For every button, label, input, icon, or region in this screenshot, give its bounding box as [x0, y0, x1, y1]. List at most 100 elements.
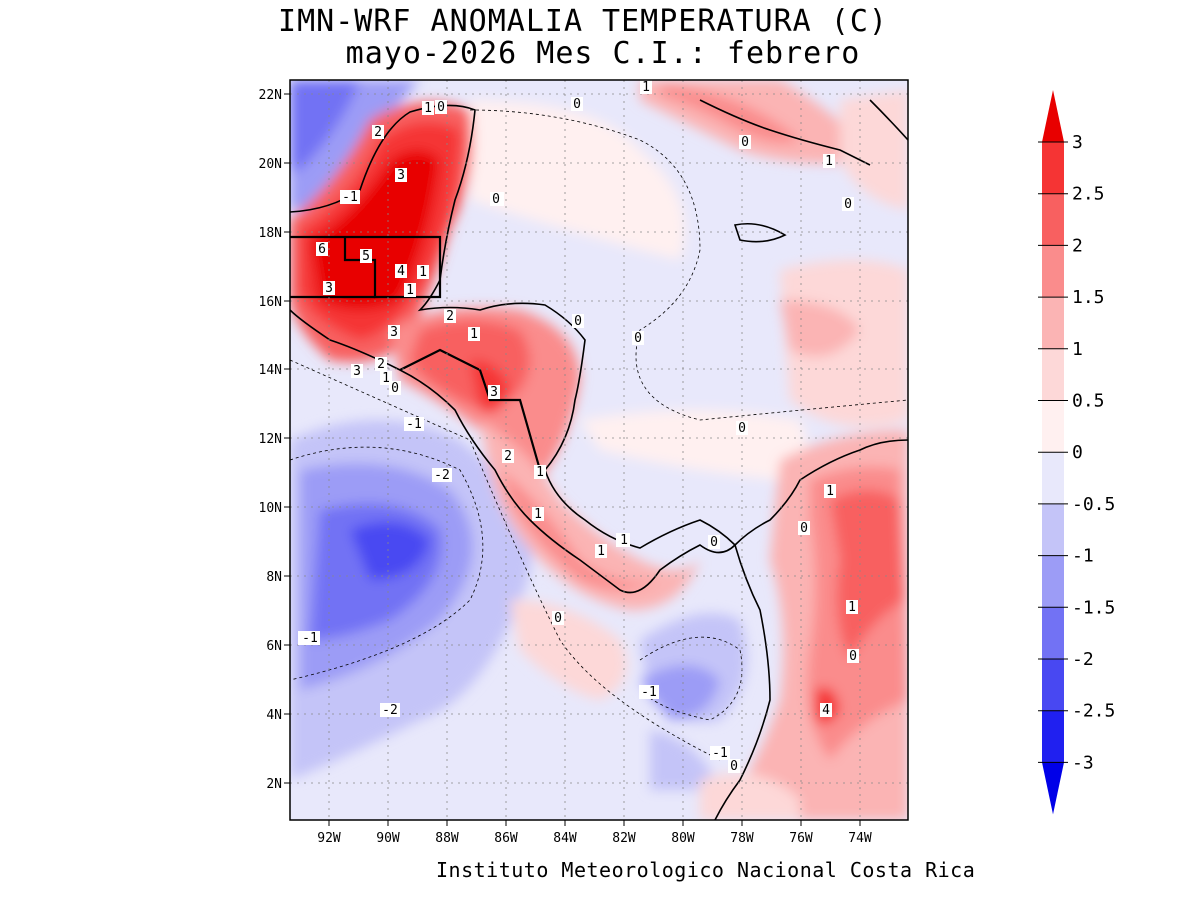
contour-label: 0	[741, 135, 749, 150]
lat-axis: 22N 20N 18N 16N 14N 12N 10N 8N 6N 4N 2N	[259, 88, 282, 792]
contour-label-bg	[798, 521, 810, 535]
contour-label: 0	[710, 535, 718, 550]
colorbar-label: 2.5	[1072, 184, 1105, 205]
colorbar-swatch	[1042, 659, 1064, 712]
colorbar-swatch	[1042, 142, 1064, 195]
contour-label: 0	[492, 192, 500, 207]
contour-label: 1	[470, 327, 478, 342]
contour-label-bg	[488, 385, 500, 399]
contour-label: 6	[318, 242, 326, 257]
contour-label-bg	[736, 421, 748, 435]
colorbar-swatch	[1042, 503, 1064, 557]
lat-tick-label: 20N	[259, 157, 282, 172]
lat-tick-label: 4N	[266, 708, 282, 723]
lon-axis: 92W 90W 88W 86W 84W 82W 80W 78W 76W 74W	[317, 831, 872, 846]
contour-label: 2	[504, 449, 512, 464]
contour-label-bg	[571, 97, 583, 111]
lat-tick-label: 2N	[266, 777, 282, 792]
contour-label: 1	[848, 600, 856, 615]
lat-tick-label: 6N	[266, 639, 282, 654]
contour-label: 3	[397, 168, 405, 183]
contour-label-bg	[404, 417, 424, 431]
contour-label: 1	[642, 80, 650, 95]
contour-label: 1	[419, 265, 427, 280]
contour-label: 0	[849, 649, 857, 664]
colorbar-swatch	[1042, 245, 1064, 298]
contour-label-bg	[395, 264, 407, 278]
contour-label: 0	[574, 314, 582, 329]
contour-label: 1	[534, 507, 542, 522]
contour-label: -2	[434, 468, 450, 483]
map-title-line1: IMN-WRF ANOMALIA TEMPERATURA (C)	[278, 4, 888, 39]
contour-label-bg	[632, 331, 644, 345]
colorbar-swatch	[1042, 400, 1064, 453]
contour-label: 0	[437, 100, 445, 115]
contour-label: -1	[302, 631, 318, 646]
contour-label: 2	[446, 309, 454, 324]
colorbar-label: -2.5	[1072, 701, 1115, 722]
contour-label: 3	[325, 281, 333, 296]
contour-label-bg	[388, 325, 400, 339]
colorbar-min-arrow	[1042, 762, 1064, 815]
contour-label: 0	[634, 331, 642, 346]
colorbar-label: -1	[1072, 546, 1094, 567]
lon-tick-label: 84W	[553, 831, 577, 846]
contour-label: 0	[573, 97, 581, 112]
contour-label: -2	[382, 703, 398, 718]
contour-label-bg	[444, 309, 456, 323]
colorbar-label: 1.5	[1072, 287, 1105, 308]
contour-label: 1	[382, 371, 390, 386]
contour-label: -1	[342, 190, 358, 205]
contour-label: 0	[391, 381, 399, 396]
contour-label-bg	[323, 281, 335, 295]
contour-label: 1	[424, 101, 432, 116]
contour-label-bg	[595, 544, 607, 558]
contour-label: 0	[730, 759, 738, 774]
contour-label-bg	[340, 190, 360, 204]
contour-label: 1	[536, 465, 544, 480]
colorbar-swatch	[1042, 193, 1064, 246]
lon-tick-label: 86W	[494, 831, 518, 846]
colorbar-swatch	[1042, 297, 1064, 350]
colorbar: 3 2.5 2 1.5 1 0.5 0 -0.5 -1 -1.5 -2 -2.5 -3	[1038, 90, 1115, 815]
contour-label-bg	[389, 381, 401, 395]
contour-label: 1	[620, 533, 628, 548]
lat-lon-grid	[290, 80, 908, 820]
lon-tick-label: 90W	[376, 831, 400, 846]
contour-label-bg	[468, 327, 480, 341]
colorbar-label: 0.5	[1072, 391, 1105, 412]
colorbar-label: 0	[1072, 442, 1083, 463]
colorbar-swatch	[1042, 452, 1064, 505]
colorbar-label: -2	[1072, 649, 1094, 670]
contour-label: -1	[406, 417, 422, 432]
map-title-line2: mayo-2026 Mes C.I.: febrero	[345, 36, 861, 71]
contour-label-bg	[640, 80, 652, 94]
contour-labels: 01236543-10121332310-1-2211100110-1-2011…	[298, 80, 859, 774]
colorbar-label: -0.5	[1072, 494, 1115, 515]
colorbar-label: 1	[1072, 339, 1083, 360]
contour-label: 2	[374, 125, 382, 140]
lat-tick-label: 14N	[259, 363, 282, 378]
contour-label: -1	[641, 685, 657, 700]
contour-label-bg	[404, 283, 416, 297]
contour-label-bg	[380, 703, 400, 717]
contour-label: 3	[490, 385, 498, 400]
contour-label: 1	[825, 154, 833, 169]
contour-label-bg	[490, 192, 502, 206]
contour-label: 1	[597, 544, 605, 559]
colorbar-label: 3	[1072, 132, 1083, 153]
contour-label: 3	[390, 325, 398, 340]
contour-label: 0	[738, 421, 746, 436]
contour-label-bg	[432, 468, 452, 482]
contour-label-bg	[502, 449, 514, 463]
contour-label-bg	[435, 100, 447, 114]
contour-label: -1	[712, 746, 728, 761]
lat-tick-label: 12N	[259, 432, 282, 447]
contour-label-bg	[842, 197, 854, 211]
contour-label-bg	[375, 357, 387, 371]
contour-label-bg	[739, 135, 751, 149]
contour-label-bg	[820, 703, 832, 717]
contour-label-bg	[824, 484, 836, 498]
footer-credit: Instituto Meteorologico Nacional Costa R…	[436, 858, 976, 882]
